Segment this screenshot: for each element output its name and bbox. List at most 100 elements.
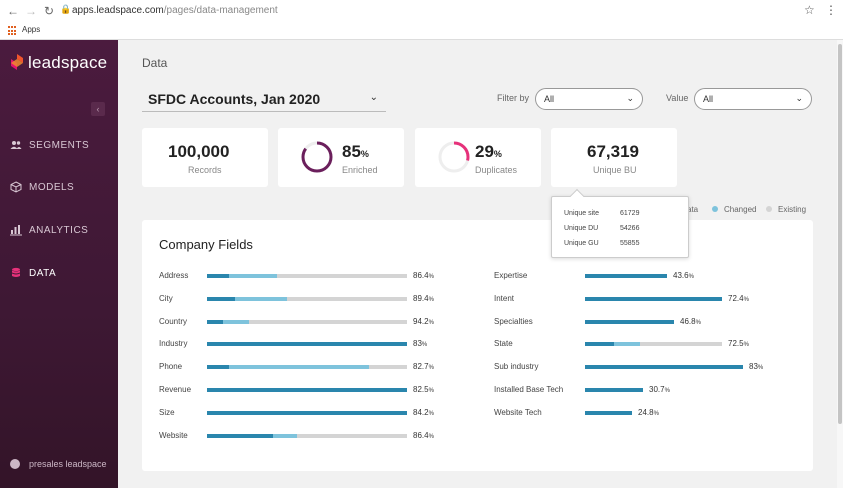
field-value: 86.4%	[413, 430, 434, 440]
field-value: 72.5%	[728, 339, 749, 349]
field-value: 84.2%	[413, 407, 434, 417]
reload-icon[interactable]: ↻	[43, 4, 55, 18]
field-label: Installed Base Tech	[494, 385, 564, 394]
sidebar-item-analytics[interactable]: ANALYTICS	[10, 223, 110, 239]
field-bar-new	[207, 274, 229, 278]
tooltip-arrow	[569, 188, 585, 204]
chevron-down-icon: ⌄	[795, 93, 803, 103]
field-value: 24.8%	[638, 407, 659, 417]
cube-icon	[10, 181, 22, 193]
field-value: 83%	[749, 362, 764, 372]
field-bar	[585, 319, 674, 324]
field-bar	[207, 410, 407, 415]
field-bar-changed	[207, 296, 287, 301]
field-value: 86.4%	[413, 271, 434, 280]
field-row-state: State 72.5%	[494, 338, 824, 350]
field-label: Country	[159, 316, 188, 326]
field-value: 30.7%	[649, 385, 670, 394]
field-bar	[585, 342, 722, 347]
unique-bu-label: Unique BU	[593, 165, 637, 175]
field-bar	[585, 274, 667, 278]
field-bar-new	[207, 410, 407, 415]
field-row-revenue: Revenue 82.5%	[159, 384, 489, 396]
field-bar-changed	[207, 365, 369, 370]
field-label: City	[159, 293, 173, 303]
field-label: Industry	[159, 339, 188, 349]
unique-bu-tooltip: Unique site 61729 Unique DU 54266 Unique G…	[551, 188, 689, 258]
field-label: Revenue	[159, 385, 192, 394]
scrollbar-thumb[interactable]	[838, 44, 842, 424]
bar-chart-icon	[10, 225, 22, 236]
enriched-label: Enriched	[342, 165, 378, 175]
browser-chrome: ← → ↻ 🔒 apps.leadspace.com/pages/data-ma…	[0, 0, 843, 40]
field-label: Sub industry	[494, 362, 539, 372]
field-row-website-tech: Website Tech 24.8%	[494, 407, 824, 419]
apps-bookmark[interactable]: Apps	[22, 25, 41, 34]
company-fields-card: Company Fields Address 86.4% City 89.4% Coun…	[142, 220, 813, 471]
address-bar[interactable]: 🔒 apps.leadspace.com/pages/data-manageme…	[58, 3, 822, 20]
field-row-city: City 89.4%	[159, 293, 489, 305]
field-row-expertise: Expertise 43.6%	[494, 270, 824, 282]
field-label: Expertise	[494, 271, 528, 280]
field-row-phone: Phone 82.7%	[159, 361, 489, 373]
back-icon[interactable]: ←	[7, 4, 19, 18]
field-label: Size	[159, 407, 175, 417]
records-card: 100,000 Records	[142, 128, 268, 187]
field-row-sub-industry: Sub industry 83%	[494, 361, 824, 373]
field-value: 72.4%	[728, 293, 749, 303]
enriched-value: 85%	[342, 142, 369, 161]
field-label: Phone	[159, 362, 183, 372]
field-bar-new	[207, 319, 223, 324]
collapse-sidebar-button[interactable]: ‹	[91, 102, 105, 116]
company-fields-title: Company Fields	[159, 237, 253, 252]
browser-menu-icon[interactable]: ⋮	[825, 3, 837, 17]
field-bar	[207, 296, 407, 301]
field-bar-new	[585, 342, 614, 347]
leadspace-logo[interactable]: leadspace	[10, 52, 110, 74]
field-bar-new	[585, 388, 643, 392]
field-bar	[207, 319, 407, 324]
field-bar-new	[207, 365, 229, 370]
field-bar	[585, 365, 743, 370]
field-row-specialties: Specialties 46.8%	[494, 316, 824, 328]
field-bar	[585, 388, 643, 392]
sidebar-item-models[interactable]: MODELS	[10, 180, 110, 196]
page-scrollbar[interactable]	[837, 40, 843, 488]
field-label: Intent	[494, 293, 515, 303]
field-bar	[207, 433, 407, 438]
field-label: Website Tech	[494, 407, 542, 417]
apps-grid-icon[interactable]	[8, 26, 18, 36]
field-bar-new	[585, 365, 743, 370]
legend-existing: Existing	[766, 205, 806, 214]
field-row-intent: Intent 72.4%	[494, 293, 824, 305]
field-bar-new	[207, 388, 407, 392]
field-value: 82.7%	[413, 362, 434, 372]
sidebar-item-data[interactable]: DATA	[10, 266, 110, 282]
main-content: Data SFDC Accounts, Jan 2020 ⌄ Filter by…	[118, 40, 843, 488]
value-select[interactable]: All ⌄	[694, 88, 812, 110]
field-bar-changed	[207, 319, 249, 324]
field-row-industry: Industry 83%	[159, 338, 489, 350]
forward-icon[interactable]: →	[25, 4, 37, 18]
field-row-size: Size 84.2%	[159, 407, 489, 419]
sidebar-item-segments[interactable]: SEGMENTS	[10, 138, 110, 154]
field-bar	[585, 410, 632, 415]
value-label: Value	[666, 93, 689, 103]
duplicates-label: Duplicates	[475, 165, 518, 175]
browser-toolbar: ← → ↻ 🔒 apps.leadspace.com/pages/data-ma…	[0, 0, 843, 23]
field-value: 83%	[413, 339, 428, 349]
field-bar-new	[207, 342, 407, 347]
unique-bu-card[interactable]: 67,319 Unique BU	[551, 128, 677, 187]
existing-dot	[766, 206, 772, 212]
field-bar-new	[207, 433, 273, 438]
filter-by-select[interactable]: All ⌄	[535, 88, 643, 110]
chevron-down-icon: ⌄	[369, 92, 378, 103]
field-row-country: Country 94.2%	[159, 316, 489, 328]
field-row-installed-base-tech: Installed Base Tech 30.7%	[494, 384, 824, 396]
field-value: 46.8%	[680, 316, 701, 326]
dataset-select[interactable]: SFDC Accounts, Jan 2020 ⌄	[142, 88, 386, 112]
field-label: Address	[159, 271, 189, 280]
field-bar	[207, 342, 407, 347]
bookmark-star-icon[interactable]: ☆	[804, 3, 815, 17]
field-value: 82.5%	[413, 385, 434, 394]
